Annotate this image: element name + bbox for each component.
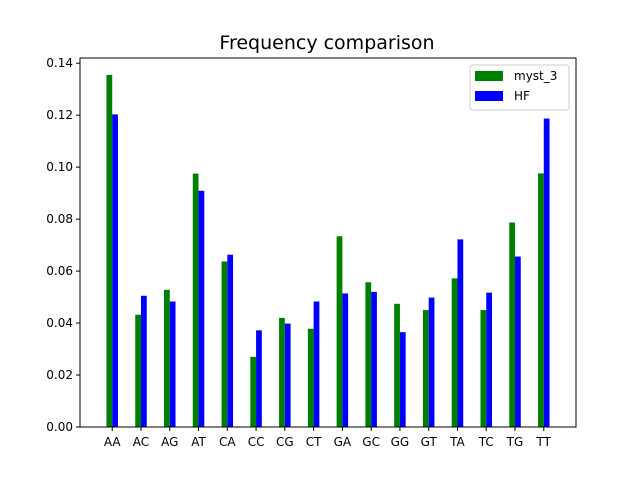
y-tick-label: 0.12 [46, 108, 73, 122]
y-tick-label: 0.04 [46, 316, 73, 330]
bar-myst_3-GA [336, 236, 343, 427]
bar-HF-TT [543, 118, 550, 427]
bar-myst_3-GG [394, 303, 400, 427]
bar-myst_3-TG [509, 222, 516, 427]
x-tick-label: TT [536, 435, 552, 449]
bar-HF-TC [486, 292, 492, 427]
bar-HF-GG [399, 332, 406, 427]
legend-label-myst_3: myst_3 [514, 69, 557, 83]
bar-myst_3-AC [135, 314, 141, 427]
bar-myst_3-AT [192, 173, 199, 427]
chart-title: Frequency comparison [219, 32, 434, 54]
bar-HF-GA [342, 293, 349, 427]
bar-myst_3-TA [451, 278, 458, 427]
x-tick-label: TG [506, 435, 524, 449]
bar-myst_3-CA [221, 261, 228, 427]
bar-HF-AA [112, 114, 118, 427]
x-tick-label: CC [248, 435, 265, 449]
legend: myst_3 HF [469, 64, 570, 111]
bar-myst_3-AG [164, 289, 170, 427]
bar-myst_3-CT [307, 328, 314, 427]
x-tick-label: AC [133, 435, 149, 449]
bar-HF-TA [457, 239, 464, 427]
bar-HF-GC [371, 291, 377, 427]
y-tick-label: 0.14 [46, 56, 73, 70]
x-tick-label: CT [306, 435, 322, 449]
x-tick-label: TC [478, 435, 494, 449]
x-tick-label: GG [391, 435, 410, 449]
y-tick-label: 0.06 [46, 264, 73, 278]
bar-myst_3-AA [106, 74, 113, 428]
plot-area [106, 74, 550, 428]
x-tick-label: GT [421, 435, 438, 449]
x-tick-label: CG [276, 435, 294, 449]
bar-myst_3-TC [480, 310, 487, 427]
bar-HF-CT [313, 301, 320, 427]
bar-HF-TG [515, 256, 521, 427]
x-tick-label: CA [219, 435, 236, 449]
bar-HF-CC [256, 330, 262, 427]
x-tick-label: AT [191, 435, 206, 449]
y-tick-label: 0.00 [46, 420, 73, 434]
x-tick-label: GC [362, 435, 380, 449]
legend-swatch-HF [475, 91, 503, 101]
bar-HF-AT [198, 190, 205, 427]
bar-HF-GT [428, 297, 435, 427]
legend-swatch-myst_3 [475, 71, 503, 81]
bar-HF-AG [169, 301, 176, 427]
bar-myst_3-GT [422, 310, 429, 427]
legend-label-HF: HF [514, 89, 530, 103]
bar-HF-AC [140, 295, 147, 427]
y-tick-label: 0.08 [46, 212, 73, 226]
bar-HF-CG [284, 323, 291, 427]
bar-myst_3-CG [279, 317, 285, 427]
y-tick-label: 0.02 [46, 368, 73, 382]
x-tick-label: AA [104, 435, 122, 449]
bar-myst_3-TT [538, 173, 544, 427]
x-tick-label: GA [334, 435, 352, 449]
bar-myst_3-CC [250, 356, 257, 427]
plot-frame [79, 57, 577, 428]
bar-HF-CA [227, 254, 234, 427]
x-tick-label: TA [449, 435, 465, 449]
bar-myst_3-GC [365, 282, 372, 427]
axes: 0.00 0.02 0.04 0.06 0.08 0.10 0.12 0.14 AA AC AG AT… [46, 56, 577, 449]
x-tick-label: AG [161, 435, 178, 449]
y-tick-label: 0.10 [46, 160, 73, 174]
